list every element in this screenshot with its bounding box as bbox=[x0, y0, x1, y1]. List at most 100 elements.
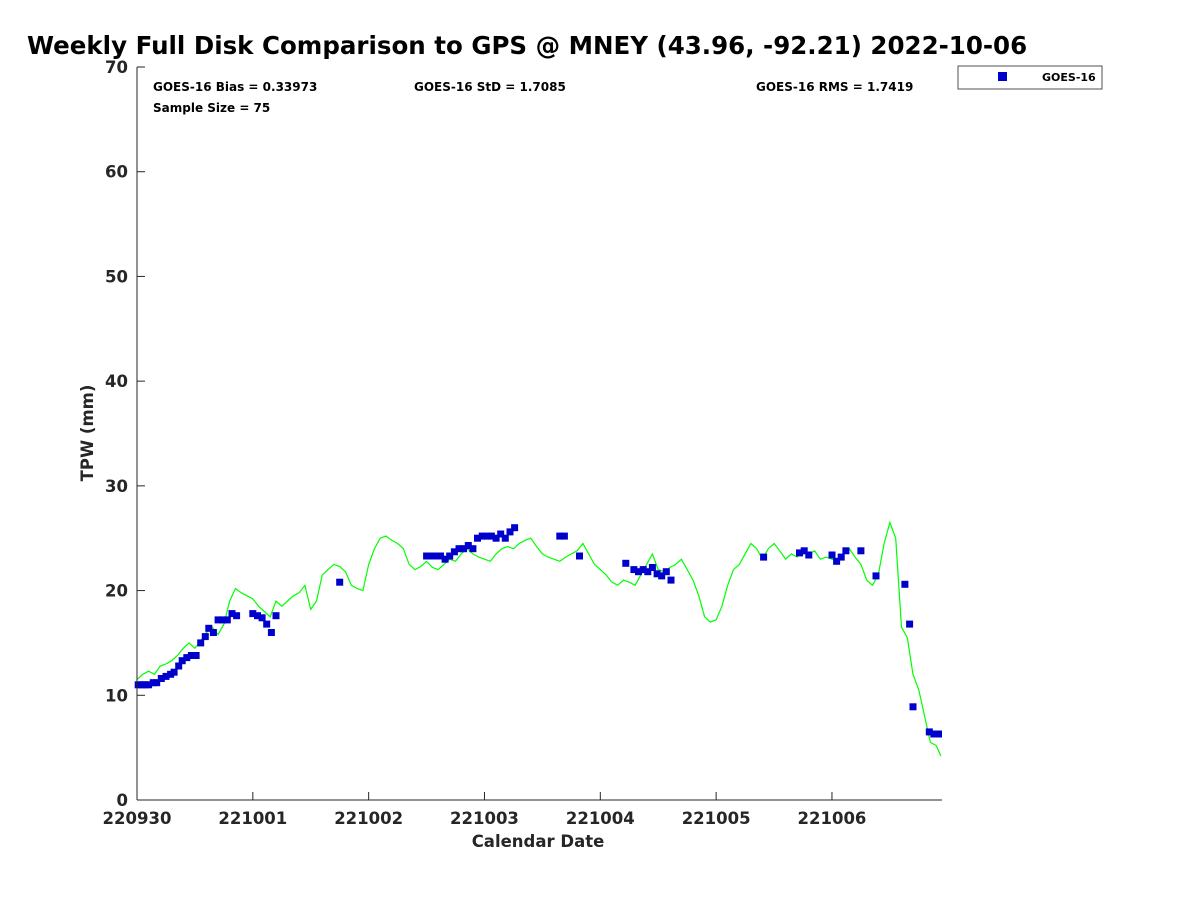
y-tick-label: 50 bbox=[105, 267, 128, 286]
goes16-point bbox=[930, 730, 938, 738]
goes16-point bbox=[653, 570, 661, 578]
goes16-point bbox=[648, 564, 656, 571]
goes16-point bbox=[201, 633, 209, 641]
x-tick-label: 221004 bbox=[566, 809, 635, 828]
y-axis-label: TPW (mm) bbox=[78, 385, 97, 482]
goes16-point bbox=[157, 675, 165, 682]
legend-marker bbox=[998, 72, 1007, 81]
y-tick-label: 0 bbox=[117, 791, 128, 810]
std-stat: GOES-16 StD = 1.7085 bbox=[414, 80, 566, 94]
x-tick-label: 221003 bbox=[450, 809, 519, 828]
goes16-point bbox=[209, 629, 217, 636]
goes16-point bbox=[145, 681, 153, 689]
goes16-point bbox=[205, 624, 213, 632]
goes16-point bbox=[214, 616, 222, 624]
gps-series-line bbox=[136, 520, 942, 757]
goes16-point bbox=[909, 703, 917, 711]
legend-box bbox=[957, 65, 1103, 90]
rms-stat: GOES-16 RMS = 1.7419 bbox=[756, 80, 913, 94]
y-tick-label: 20 bbox=[105, 582, 128, 601]
y-tick-label: 40 bbox=[105, 372, 128, 391]
goes16-point bbox=[228, 610, 236, 618]
goes16-point bbox=[187, 652, 195, 659]
bias-stat: GOES-16 Bias = 0.33973 bbox=[153, 80, 317, 94]
y-tick-label: 30 bbox=[105, 477, 128, 496]
goes16-point bbox=[805, 551, 813, 559]
goes16-point bbox=[622, 559, 630, 567]
gps-line-layer bbox=[136, 520, 942, 757]
goes16-point bbox=[658, 572, 666, 580]
goes16-point bbox=[446, 552, 454, 560]
y-tick-label: 70 bbox=[105, 58, 128, 77]
goes16-point bbox=[254, 612, 261, 620]
goes16-point bbox=[464, 542, 472, 549]
goes16-point bbox=[667, 576, 675, 584]
goes16-point bbox=[556, 532, 564, 540]
goes16-point bbox=[872, 572, 880, 580]
goes16-point bbox=[441, 555, 449, 563]
goes16-point bbox=[153, 679, 161, 687]
goes16-point bbox=[183, 654, 191, 662]
y-tick-label: 10 bbox=[105, 686, 128, 705]
goes16-point bbox=[178, 657, 186, 665]
goes16-point bbox=[630, 566, 638, 574]
goes16-point bbox=[474, 534, 481, 542]
goes16-point bbox=[796, 549, 803, 557]
goes16-point bbox=[487, 532, 495, 540]
goes16-point bbox=[497, 530, 505, 538]
goes16-point bbox=[267, 629, 275, 636]
goes16-point bbox=[800, 547, 808, 555]
x-tick-label: 220930 bbox=[103, 809, 172, 828]
goes16-point bbox=[249, 610, 257, 618]
goes16-point bbox=[857, 547, 865, 555]
x-tick-label: 221002 bbox=[334, 809, 403, 828]
goes16-point bbox=[455, 545, 463, 553]
x-axis-label: Calendar Date bbox=[472, 832, 605, 851]
goes16-point bbox=[760, 553, 768, 561]
goes16-point bbox=[423, 552, 431, 560]
sample-size-stat: Sample Size = 75 bbox=[153, 101, 270, 115]
goes16-point bbox=[935, 730, 942, 738]
goes16-point bbox=[469, 545, 477, 553]
x-tick-label: 221001 bbox=[218, 809, 287, 828]
goes16-point bbox=[432, 552, 440, 560]
goes16-point bbox=[501, 534, 509, 542]
goes16-point bbox=[272, 612, 280, 620]
goes16-point bbox=[263, 620, 271, 628]
goes16-point bbox=[437, 552, 444, 560]
goes-marker-layer bbox=[134, 524, 942, 738]
goes16-point bbox=[223, 616, 231, 624]
x-tick-label: 221006 bbox=[798, 809, 867, 828]
goes16-point bbox=[906, 620, 914, 628]
goes16-point bbox=[560, 532, 568, 540]
goes16-point bbox=[833, 557, 841, 565]
goes16-point bbox=[511, 524, 519, 532]
goes16-point bbox=[644, 568, 652, 576]
goes16-point bbox=[219, 616, 227, 624]
goes16-point bbox=[925, 728, 933, 736]
x-tick-label: 221005 bbox=[682, 809, 751, 828]
goes16-point bbox=[842, 547, 850, 555]
goes16-point bbox=[427, 552, 435, 560]
goes16-point bbox=[662, 568, 670, 576]
goes16-point bbox=[192, 652, 200, 659]
goes16-point bbox=[639, 566, 647, 574]
goes16-point bbox=[506, 528, 514, 536]
legend-label: GOES-16 bbox=[1042, 71, 1096, 84]
goes16-point bbox=[837, 553, 845, 561]
goes16-point bbox=[450, 548, 458, 556]
y-tick-label: 60 bbox=[105, 163, 128, 182]
axes: 220930 221001 221002 221003 221004 221005 2210… bbox=[103, 58, 942, 828]
goes16-point bbox=[492, 534, 500, 542]
goes16-point bbox=[901, 580, 909, 588]
legend: GOES-16 bbox=[957, 65, 1103, 90]
goes16-point bbox=[483, 532, 491, 540]
goes16-point bbox=[258, 614, 266, 622]
goes16-point bbox=[233, 612, 241, 620]
goes16-point bbox=[197, 639, 205, 647]
goes16-point bbox=[460, 545, 468, 553]
goes16-point bbox=[336, 578, 344, 586]
chart-title: Weekly Full Disk Comparison to GPS @ MNE… bbox=[27, 31, 1027, 60]
goes16-point bbox=[175, 662, 183, 670]
